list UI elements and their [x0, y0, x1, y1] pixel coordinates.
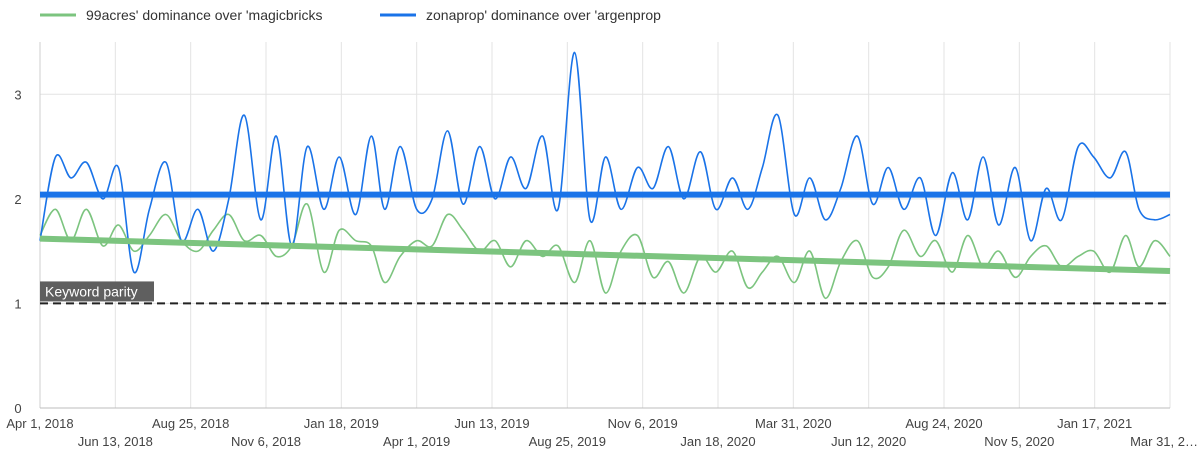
x-tick-label: Aug 25, 2018: [152, 416, 229, 431]
x-tick-label: Jan 17, 2021: [1057, 416, 1132, 431]
x-tick-label: Mar 31, 2020: [755, 416, 832, 431]
grid: [39, 42, 1171, 409]
x-tick-label: Nov 5, 2020: [984, 434, 1054, 449]
y-tick-label: 3: [14, 87, 21, 102]
reference-label: Keyword parity: [45, 283, 138, 299]
series-line-1: [39, 51, 1171, 274]
y-tick-label: 2: [14, 192, 21, 207]
legend-label-0[interactable]: 99acres' dominance over 'magicbricks: [86, 7, 322, 23]
series-line-0: [39, 203, 1171, 300]
x-tick-label: Nov 6, 2018: [231, 434, 301, 449]
y-tick-label: 1: [14, 296, 21, 311]
y-tick-label: 0: [14, 401, 21, 416]
series-layer: [39, 51, 1171, 300]
x-tick-label: Jan 18, 2019: [304, 416, 379, 431]
legend[interactable]: 99acres' dominance over 'magicbricks zona…: [40, 7, 661, 23]
trend-line-0: [39, 235, 1171, 275]
x-tick-label: Jun 13, 2019: [454, 416, 529, 431]
reference-label-box: [40, 281, 154, 302]
y-axis: 0 1 2 3: [14, 87, 21, 416]
x-tick-label: Aug 25, 2019: [529, 434, 606, 449]
x-tick-label: Aug 24, 2020: [905, 416, 982, 431]
x-tick-label: Apr 1, 2018: [6, 416, 73, 431]
x-tick-label: Jan 18, 2020: [680, 434, 755, 449]
legend-label-1[interactable]: zonaprop' dominance over 'argenprop: [426, 7, 661, 23]
x-tick-label: Jun 12, 2020: [831, 434, 906, 449]
x-tick-label: Apr 1, 2019: [383, 434, 450, 449]
x-tick-label: Nov 6, 2019: [608, 416, 678, 431]
x-tick-label: Mar 31, 2…: [1130, 434, 1198, 449]
x-tick-label: Jun 13, 2018: [78, 434, 153, 449]
reference-line-group: Keyword parity: [40, 281, 1170, 305]
